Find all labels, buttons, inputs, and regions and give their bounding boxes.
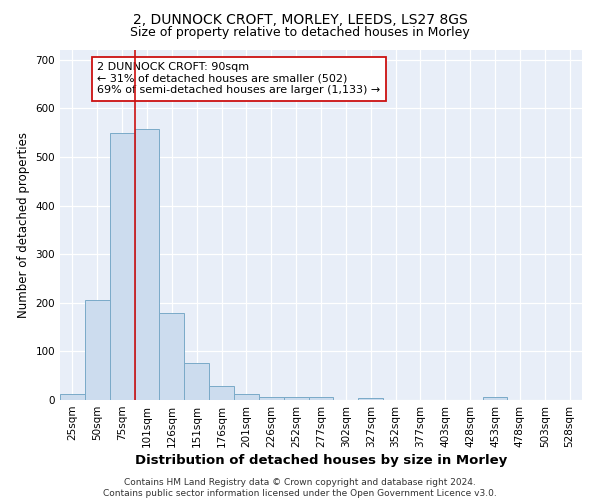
Text: Size of property relative to detached houses in Morley: Size of property relative to detached ho… <box>130 26 470 39</box>
Bar <box>308 397 334 400</box>
Bar <box>85 300 110 400</box>
Bar <box>482 396 508 400</box>
Bar <box>284 396 308 400</box>
Bar <box>358 398 383 400</box>
Text: 2, DUNNOCK CROFT, MORLEY, LEEDS, LS27 8GS: 2, DUNNOCK CROFT, MORLEY, LEEDS, LS27 8G… <box>133 12 467 26</box>
Y-axis label: Number of detached properties: Number of detached properties <box>17 132 30 318</box>
Bar <box>259 397 284 400</box>
Bar <box>160 314 184 400</box>
Text: Contains HM Land Registry data © Crown copyright and database right 2024.
Contai: Contains HM Land Registry data © Crown c… <box>103 478 497 498</box>
Bar <box>134 129 160 400</box>
Bar <box>110 132 134 400</box>
Text: 2 DUNNOCK CROFT: 90sqm
← 31% of detached houses are smaller (502)
69% of semi-de: 2 DUNNOCK CROFT: 90sqm ← 31% of detached… <box>97 62 380 96</box>
Bar <box>60 394 85 400</box>
Bar <box>184 363 209 400</box>
X-axis label: Distribution of detached houses by size in Morley: Distribution of detached houses by size … <box>135 454 507 467</box>
Bar <box>209 386 234 400</box>
Bar <box>234 394 259 400</box>
